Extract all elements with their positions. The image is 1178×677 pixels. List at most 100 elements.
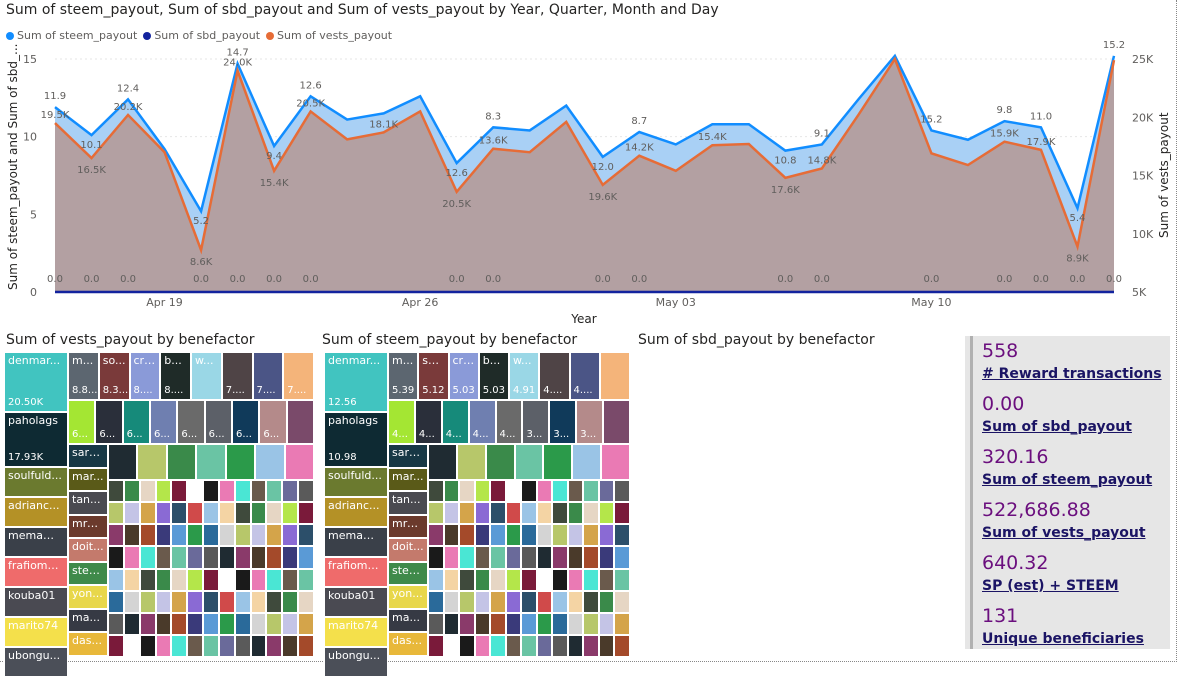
treemap-cell-small[interactable]: [521, 634, 537, 657]
treemap-cell-small[interactable]: [443, 524, 460, 547]
treemap-cell-small[interactable]: [187, 480, 204, 503]
treemap-cell-large[interactable]: soulfuld...: [4, 467, 68, 497]
treemap-cell-small[interactable]: [443, 480, 460, 503]
treemap-cell-row2[interactable]: 4...: [495, 400, 523, 444]
treemap-cell-small[interactable]: [166, 444, 197, 480]
treemap-cell-small[interactable]: [250, 524, 267, 547]
treemap-cell-small[interactable]: [203, 568, 219, 591]
treemap-cell-small[interactable]: [108, 634, 124, 657]
treemap-cell-small[interactable]: [552, 634, 568, 657]
treemap-cell-row2[interactable]: 6...: [259, 400, 287, 444]
treemap-cell-row2[interactable]: 4...: [441, 400, 469, 444]
kpi-label-steem-payout[interactable]: Sum of steem_payout: [982, 472, 1153, 488]
treemap-cell-large[interactable]: marito74: [4, 617, 68, 647]
treemap-cell-small[interactable]: [583, 502, 599, 525]
treemap-cell-mid[interactable]: sara...: [388, 444, 428, 468]
treemap-cell-small[interactable]: [490, 634, 506, 657]
treemap-cell-small[interactable]: [255, 444, 285, 480]
treemap-cell-small[interactable]: [583, 568, 599, 591]
treemap-cell-row2[interactable]: 4...: [388, 400, 415, 444]
treemap-cell-small[interactable]: [155, 502, 172, 525]
treemap-cell-small[interactable]: [456, 444, 486, 480]
treemap-cell-small[interactable]: [567, 502, 584, 525]
treemap-cell-small[interactable]: [443, 546, 460, 569]
treemap-cell-small[interactable]: [203, 480, 219, 503]
treemap-cell-mid[interactable]: sara...: [68, 444, 108, 468]
treemap-cell-small[interactable]: [490, 502, 506, 525]
treemap-cell-small[interactable]: [474, 480, 491, 503]
treemap-cell-small[interactable]: [474, 612, 491, 635]
kpi-label-unique-beneficiaries[interactable]: Unique beneficiaries: [982, 631, 1144, 647]
treemap-cell-small[interactable]: [282, 568, 299, 591]
treemap-cell-small[interactable]: [123, 568, 140, 591]
treemap-cell-small[interactable]: [428, 444, 457, 480]
treemap-cell-small[interactable]: [203, 634, 219, 657]
treemap-cell-large[interactable]: frafioma...: [4, 557, 68, 587]
treemap-cell-mid[interactable]: doit...: [388, 538, 428, 562]
treemap-cell-small[interactable]: [521, 502, 537, 525]
treemap-cell-small[interactable]: [485, 444, 515, 480]
treemap-cell-small[interactable]: [250, 546, 267, 569]
treemap-cell-small[interactable]: [139, 568, 156, 591]
treemap-cell-small[interactable]: [139, 612, 156, 635]
treemap-cell-large[interactable]: denmar... 12.56: [324, 352, 388, 412]
treemap-cell-small[interactable]: [552, 502, 568, 525]
treemap-cell-small[interactable]: [614, 612, 630, 635]
treemap-cell-small[interactable]: [428, 634, 444, 657]
treemap-cell-small[interactable]: [139, 524, 156, 547]
treemap-cell-small[interactable]: [505, 524, 522, 547]
legend-item-sbd[interactable]: Sum of sbd_payout: [143, 29, 260, 42]
treemap-cell-small[interactable]: [225, 444, 256, 480]
treemap-cell-small[interactable]: [567, 634, 584, 657]
treemap-cell-small[interactable]: [490, 612, 506, 635]
treemap-cell-row2[interactable]: 6...: [177, 400, 205, 444]
treemap-cell-mid[interactable]: mar...: [388, 467, 428, 491]
treemap-cell-top[interactable]: cri... 8....: [129, 352, 161, 400]
treemap-cell-small[interactable]: [108, 480, 124, 503]
treemap-cell-small[interactable]: [521, 524, 537, 547]
treemap-cell-small[interactable]: [196, 444, 226, 480]
treemap-cell-small[interactable]: [187, 502, 204, 525]
treemap-cell-small[interactable]: [536, 568, 553, 591]
treemap-cell-small[interactable]: [234, 612, 251, 635]
treemap-cell-small[interactable]: [108, 546, 124, 569]
treemap-cell-mid[interactable]: stee...: [68, 561, 108, 585]
treemap-cell-small[interactable]: [505, 546, 522, 569]
treemap-cell-small[interactable]: [203, 590, 219, 613]
treemap-cell-top[interactable]: cri... 5.03: [448, 352, 479, 400]
treemap-cell-small[interactable]: [614, 524, 630, 547]
treemap-cell-small[interactable]: [203, 612, 219, 635]
treemap-cell-small[interactable]: [139, 634, 156, 657]
treemap-cell-small[interactable]: [490, 568, 506, 591]
treemap-cell-small[interactable]: [250, 502, 267, 525]
treemap-cell-small[interactable]: [443, 634, 460, 657]
treemap-cell-small[interactable]: [187, 590, 204, 613]
treemap-cell-large[interactable]: soulfuld...: [324, 467, 388, 497]
treemap-cell-small[interactable]: [298, 590, 314, 613]
treemap-cell-small[interactable]: [250, 480, 267, 503]
treemap-cell-small[interactable]: [552, 568, 568, 591]
treemap-cell-mid[interactable]: doit...: [68, 538, 108, 562]
treemap-cell-small[interactable]: [155, 480, 172, 503]
treemap-cell-row2[interactable]: 6...: [204, 400, 232, 444]
treemap-cell-small[interactable]: [250, 634, 267, 657]
treemap-cell-row2[interactable]: 6...: [122, 400, 150, 444]
treemap-cell-large[interactable]: adrianc...: [4, 497, 68, 527]
treemap-cell-small[interactable]: [567, 480, 584, 503]
treemap-cell-small[interactable]: [552, 612, 568, 635]
treemap-cell-small[interactable]: [137, 444, 167, 480]
treemap-cell-small[interactable]: [474, 568, 491, 591]
treemap-cell-top[interactable]: m... 5.39: [388, 352, 419, 400]
treemap-cell-small[interactable]: [428, 612, 444, 635]
treemap-cell-mid[interactable]: ma...: [388, 608, 428, 632]
treemap-cell-small[interactable]: [459, 612, 475, 635]
treemap-cell-small[interactable]: [536, 502, 553, 525]
treemap-cell-small[interactable]: [521, 590, 537, 613]
treemap-cell-small[interactable]: [298, 524, 314, 547]
treemap-cell-small[interactable]: [187, 634, 204, 657]
treemap-cell-small[interactable]: [459, 524, 475, 547]
treemap-cell-small[interactable]: [428, 524, 444, 547]
treemap-cell-small[interactable]: [171, 634, 188, 657]
treemap-cell-small[interactable]: [567, 590, 584, 613]
treemap-cell-small[interactable]: [490, 480, 506, 503]
